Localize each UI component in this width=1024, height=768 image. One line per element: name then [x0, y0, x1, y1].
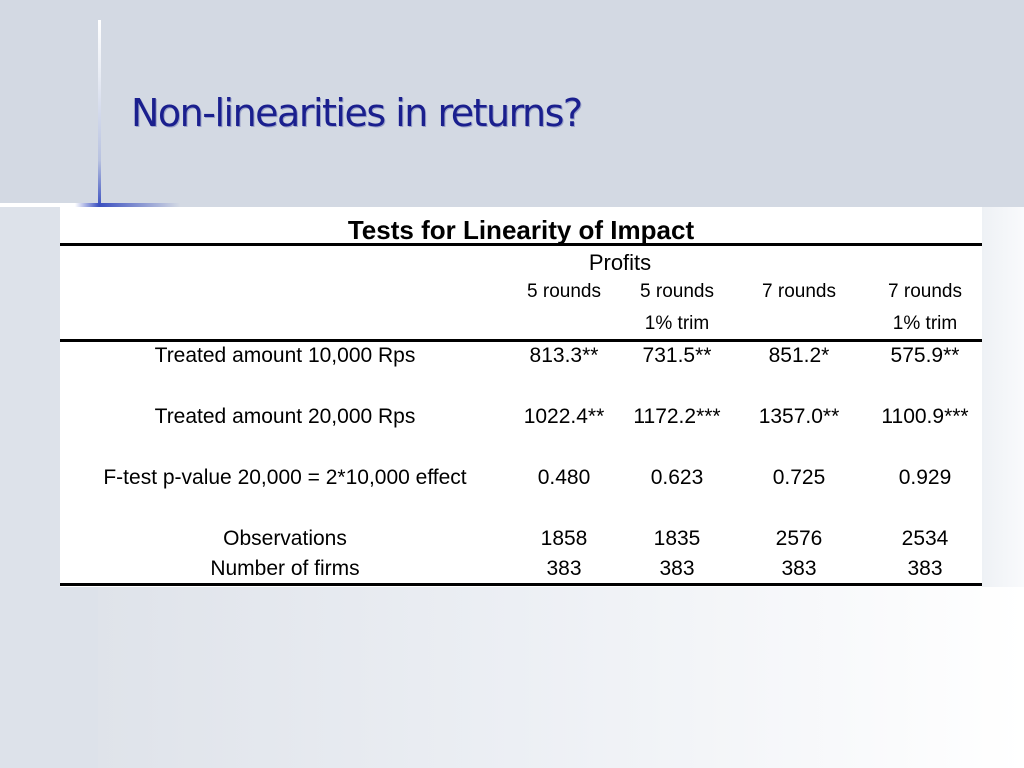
column-header: 7 rounds	[762, 281, 836, 302]
slide-title: Non-linearities in returns?	[131, 91, 583, 135]
table-cell: 0.623	[650, 466, 704, 489]
table-cell: 383	[907, 557, 943, 580]
table-cell: 383	[659, 557, 695, 580]
row-label: Number of firms	[210, 557, 360, 580]
group-header-profits: Profits	[588, 250, 652, 275]
table-title: Tests for Linearity of Impact	[347, 215, 695, 245]
table-cell: 0.929	[898, 466, 952, 489]
table-cell: 2534	[901, 527, 949, 550]
table-cell: 851.2*	[768, 344, 830, 367]
column-header: 5 rounds	[640, 281, 714, 302]
column-subheader: 1% trim	[644, 313, 710, 334]
column-header: 5 rounds	[527, 281, 601, 302]
table-cell: 731.5**	[642, 344, 712, 367]
header-band	[0, 0, 1024, 207]
table-header-rule	[60, 339, 982, 342]
table-cell: 1835	[653, 527, 701, 550]
column-header: 7 rounds	[888, 281, 962, 302]
row-label: F-test p-value 20,000 = 2*10,000 effect	[103, 466, 467, 489]
table-cell: 1100.9***	[881, 405, 969, 428]
row-label: Treated amount 20,000 Rps	[154, 405, 416, 428]
table-cell: 2576	[775, 527, 823, 550]
row-label: Observations	[223, 527, 347, 550]
table-cell: 1357.0**	[758, 405, 840, 428]
results-table: Tests for Linearity of Impact Profits 5 …	[60, 207, 982, 587]
row-label: Treated amount 10,000 Rps	[154, 344, 416, 367]
lower-gradient	[98, 586, 1024, 768]
accent-fade	[0, 203, 300, 207]
table-cell: 1858	[540, 527, 588, 550]
table-cell: 383	[546, 557, 582, 580]
table-cell: 383	[781, 557, 817, 580]
table-cell: 575.9**	[890, 344, 960, 367]
table-cell: 1022.4**	[523, 405, 605, 428]
table-bottom-rule	[60, 583, 982, 586]
column-subheader: 1% trim	[892, 313, 958, 334]
table-cell: 0.480	[537, 466, 591, 489]
table-cell: 1172.2***	[633, 405, 721, 428]
table-top-rule	[60, 243, 982, 246]
table-cell: 0.725	[772, 466, 826, 489]
table-cell: 813.3**	[529, 344, 599, 367]
accent-line	[98, 20, 101, 207]
right-strip	[982, 207, 1024, 587]
